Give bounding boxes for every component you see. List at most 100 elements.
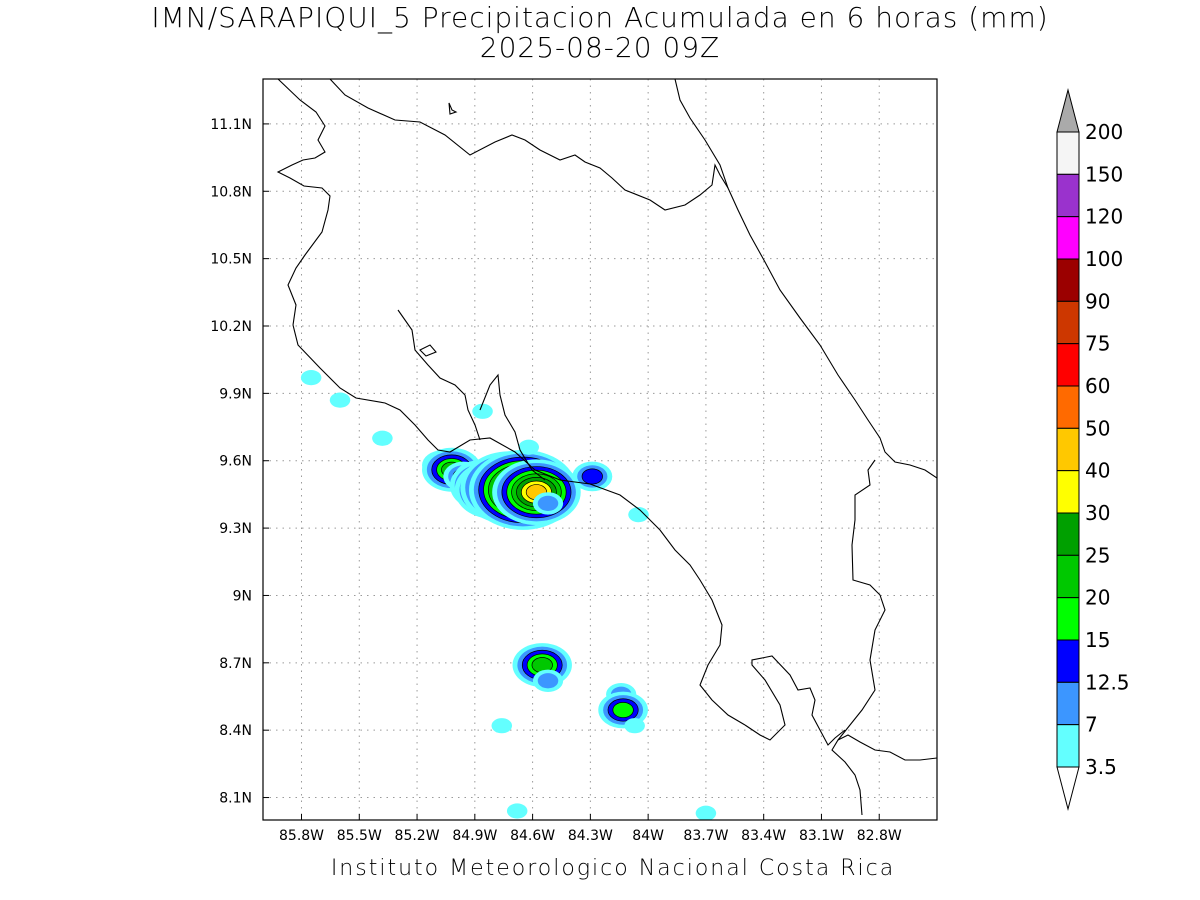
lat-tick-label: 9.6N — [219, 454, 252, 470]
colorbar-upper-arrow — [1056, 88, 1080, 133]
coastline-pacific-nicoya — [292, 324, 746, 726]
precipitation-field — [300, 370, 717, 820]
colorbar-swatch — [1056, 681, 1080, 726]
lon-tick-label: 84.6W — [510, 828, 555, 844]
precip-contour-ring — [491, 718, 513, 734]
precip-cell — [624, 718, 645, 734]
precip-contour-ring — [372, 430, 393, 446]
precip-contour-ring — [506, 803, 528, 819]
precip-contour-ring — [472, 403, 493, 419]
coastline-gulf-nicoya — [397, 309, 546, 481]
lon-tick-label: 83.4W — [741, 828, 786, 844]
lat-tick-label: 8.7N — [219, 656, 252, 672]
map-frame — [262, 78, 938, 821]
precip-contour-ring — [624, 718, 645, 734]
colorbar-swatch — [1056, 216, 1080, 260]
colorbar-swatch — [1056, 724, 1080, 768]
lon-tick-label: 85.8W — [279, 828, 324, 844]
coastline-lake-nicaragua — [329, 79, 729, 211]
colorbar-label: 200 — [1085, 120, 1123, 144]
colorbar-label: 30 — [1085, 501, 1110, 525]
colorbar-label: 90 — [1085, 289, 1110, 313]
map-timestamp: 2025-08-20 09Z — [479, 31, 721, 64]
map-title: IMN/SARAPIQUI_5 Precipitacion Acumulada … — [151, 1, 1049, 34]
colorbar-label: 75 — [1085, 332, 1110, 356]
precip-cell — [518, 439, 540, 455]
coastline-burica — [837, 734, 937, 761]
axis-tick-labels: 85.8W 85.5W 85.2W 84.9W 84.6W 84.3W 84W 83.7W 83… — [210, 117, 902, 844]
colorbar-label: 40 — [1085, 459, 1110, 483]
lat-tick-label: 10.2N — [210, 319, 252, 335]
colorbar-swatch — [1056, 554, 1080, 599]
lon-tick-label: 84.9W — [452, 828, 497, 844]
coastline-layer — [276, 79, 937, 816]
precip-cell — [572, 461, 613, 492]
map-gridlines — [263, 79, 937, 820]
precip-contour-ring — [581, 468, 603, 485]
colorbar-swatch — [1056, 343, 1080, 387]
precip-cell — [491, 718, 513, 734]
lat-tick-label: 9.9N — [219, 386, 252, 402]
colorbar-swatch — [1056, 385, 1080, 429]
credit-footer: Instituto Meteorologico Nacional Costa R… — [330, 856, 896, 881]
lat-tick-label: 9.3N — [219, 521, 252, 537]
precip-cell — [506, 803, 528, 819]
border-panama — [831, 459, 886, 816]
lat-tick-label: 8.4N — [219, 723, 252, 739]
colorbar-label: 15 — [1085, 628, 1110, 652]
colorbar-swatch — [1056, 173, 1080, 218]
coastline-caribbean — [674, 79, 937, 479]
colorbar-swatch — [1056, 512, 1080, 556]
colorbar-legend: 200 150 120 100 90 75 60 50 40 30 25 20 15 12.5 7 3.5 — [1056, 88, 1130, 811]
colorbar-label: 120 — [1085, 205, 1123, 229]
colorbar-label: 150 — [1085, 162, 1123, 186]
lat-tick-label: 11.1N — [210, 117, 252, 133]
lon-tick-label: 83.1W — [799, 828, 844, 844]
lon-tick-label: 84.3W — [568, 828, 613, 844]
colorbar-swatch — [1056, 639, 1080, 683]
lon-tick-label: 83.7W — [683, 828, 728, 844]
colorbar-label: 12.5 — [1085, 670, 1130, 694]
colorbar-label: 25 — [1085, 543, 1110, 567]
precip-contour-ring — [300, 370, 322, 386]
precip-cell — [372, 430, 393, 446]
precip-cell — [492, 459, 581, 525]
precip-cell — [300, 370, 322, 386]
lat-tick-label: 9N — [233, 588, 252, 604]
precip-cell — [532, 492, 564, 515]
precip-cell — [532, 669, 564, 692]
lon-tick-label: 84W — [632, 828, 664, 844]
precip-contour-ring — [695, 805, 717, 820]
lon-tick-label: 85.5W — [337, 828, 382, 844]
lon-tick-label: 85.2W — [395, 828, 440, 844]
colorbar-label: 20 — [1085, 586, 1110, 610]
lat-tick-label: 10.8N — [210, 184, 252, 200]
colorbar-label: 60 — [1085, 374, 1110, 398]
precip-contour-ring — [329, 392, 351, 408]
lat-tick-label: 10.5N — [210, 252, 252, 268]
island-chira — [419, 344, 437, 357]
colorbar-lower-arrow — [1056, 766, 1080, 811]
island-ometepe — [448, 102, 458, 115]
lon-tick-label: 82.8W — [857, 828, 902, 844]
coastline-osa-golfo-dulce — [744, 655, 846, 746]
precip-contour-ring — [537, 495, 559, 511]
lat-tick-label: 8.1N — [219, 791, 252, 807]
colorbar-swatch — [1056, 258, 1080, 302]
precip-cell — [628, 507, 649, 523]
colorbar-swatch — [1056, 470, 1080, 514]
precip-cell — [695, 805, 717, 820]
precip-cell — [472, 403, 493, 419]
precip-contour-ring — [612, 702, 634, 718]
colorbar-swatch — [1056, 300, 1080, 345]
precip-contour-ring — [628, 507, 649, 523]
coastline-nicaragua — [276, 79, 331, 326]
colorbar-label: 3.5 — [1085, 755, 1117, 779]
colorbar-swatch — [1056, 597, 1080, 641]
colorbar-label: 50 — [1085, 416, 1110, 440]
colorbar-label: 7 — [1085, 713, 1098, 737]
colorbar-swatch — [1056, 131, 1080, 175]
precip-cell — [329, 392, 351, 408]
colorbar-swatch — [1056, 427, 1080, 472]
